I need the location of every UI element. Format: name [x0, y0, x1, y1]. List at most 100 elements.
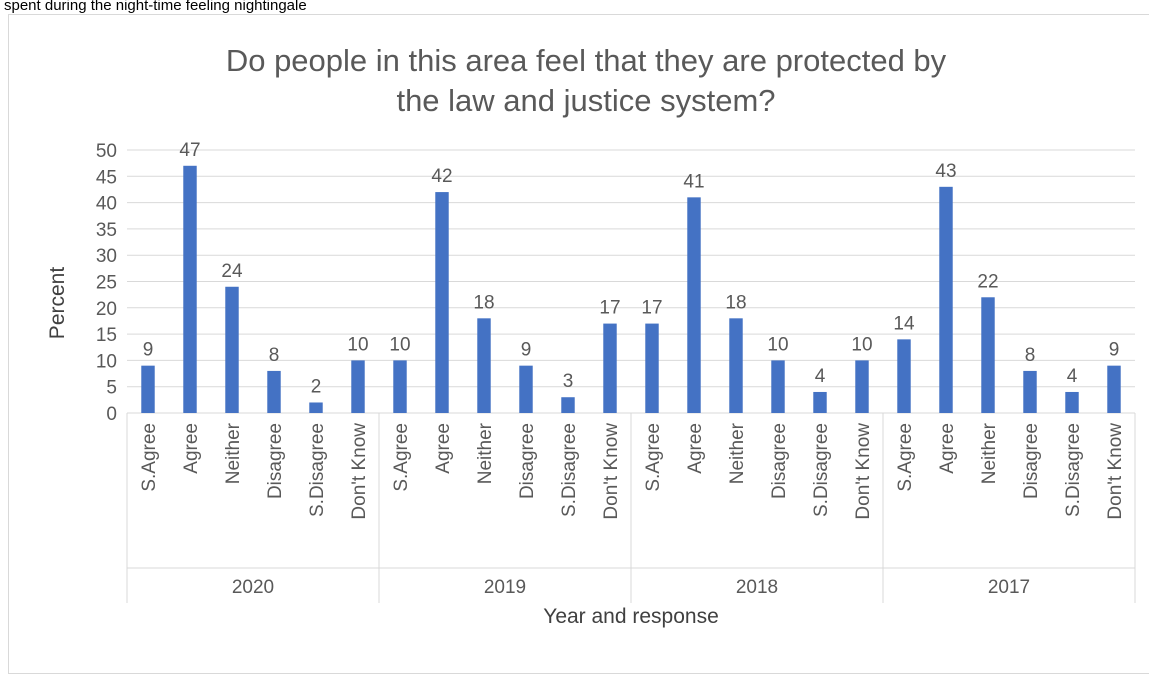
bar-2020-sagree — [141, 365, 155, 413]
data-label: 24 — [221, 261, 243, 282]
data-label: 10 — [347, 334, 368, 355]
bar-2017-disagree — [1023, 370, 1037, 413]
bar-chart: Do people in this area feel that they ar… — [46, 43, 1136, 628]
x-category-label: S.Agree — [895, 423, 916, 492]
bar-2019-sagree — [393, 360, 407, 413]
gridlines — [127, 149, 1135, 414]
bar-2018-agree — [687, 197, 701, 413]
data-labels: 9 47 24 8 2 10 10 42 18 9 3 17 17 41 18 10 4 10 14 43 22 8 4 9 — [143, 140, 1120, 398]
data-label: 4 — [1067, 366, 1078, 387]
y-tick-label: 35 — [96, 220, 117, 241]
x-category-label: Neither — [223, 422, 244, 484]
bar-2020-agree — [183, 165, 197, 413]
y-axis-ticks: 0 5 10 15 20 25 30 35 40 45 50 — [96, 141, 117, 425]
data-label: 4 — [815, 366, 826, 387]
x-category-label: Agree — [181, 423, 202, 474]
y-tick-label: 50 — [96, 141, 117, 162]
y-axis-label: Percent — [46, 267, 69, 340]
x-category-label: Don't Know — [601, 423, 622, 520]
data-label: 10 — [389, 334, 410, 355]
y-tick-label: 40 — [96, 194, 117, 215]
chart-title-line-1: Do people in this area feel that they ar… — [226, 43, 947, 78]
x-category-label: Disagree — [265, 423, 286, 499]
chart-title-line-2: the law and justice system? — [396, 83, 775, 118]
bar-2019-neither — [477, 318, 491, 413]
bar-2017-dontknow — [1107, 365, 1121, 413]
bar-2018-dontknow — [855, 360, 869, 413]
bar-2019-dontknow — [603, 323, 617, 413]
bar-2020-dontknow — [351, 360, 365, 413]
data-label: 2 — [311, 376, 322, 397]
data-label: 10 — [851, 334, 872, 355]
bar-2020-neither — [225, 286, 239, 413]
data-label: 3 — [563, 371, 574, 392]
bar-2019-disagree — [519, 365, 533, 413]
x-category-label: S.Disagree — [811, 423, 832, 517]
x-category-label: Disagree — [769, 423, 790, 499]
y-tick-label: 45 — [96, 167, 117, 188]
x-year-label: 2020 — [232, 577, 274, 598]
bar-2018-neither — [729, 318, 743, 413]
x-category-label: Agree — [433, 423, 454, 474]
x-category-label: Don't Know — [1105, 423, 1126, 520]
x-axis: S.Agree Agree Neither Disagree S.Disagree Don… — [126, 413, 1136, 603]
bar-2019-sdisagree — [561, 397, 575, 413]
x-category-label: Disagree — [1021, 423, 1042, 499]
bars — [141, 165, 1121, 413]
data-label: 41 — [683, 171, 704, 192]
y-tick-label: 15 — [96, 325, 117, 346]
x-category-label: Don't Know — [349, 423, 370, 520]
x-category-label: Neither — [727, 422, 748, 484]
x-category-label: Disagree — [517, 423, 538, 499]
bar-2018-sdisagree — [813, 391, 827, 413]
data-label: 17 — [641, 298, 662, 319]
data-label: 43 — [935, 161, 956, 182]
bar-2017-neither — [981, 297, 995, 413]
data-label: 42 — [431, 166, 452, 187]
x-category-label: Neither — [979, 422, 1000, 484]
data-label: 8 — [269, 345, 280, 366]
x-category-label: S.Disagree — [559, 423, 580, 517]
x-category-label: Agree — [937, 423, 958, 474]
data-label: 8 — [1025, 345, 1036, 366]
chart-title: Do people in this area feel that they ar… — [226, 43, 947, 118]
y-tick-label: 0 — [106, 404, 117, 425]
data-label: 18 — [725, 292, 746, 313]
x-category-label: Agree — [685, 423, 706, 474]
x-category-label: S.Disagree — [307, 423, 328, 517]
data-label: 18 — [473, 292, 494, 313]
bar-2018-disagree — [771, 360, 785, 413]
bar-2017-sdisagree — [1065, 391, 1079, 413]
y-tick-label: 30 — [96, 246, 117, 267]
bar-2020-disagree — [267, 370, 281, 413]
x-category-label: Neither — [475, 422, 496, 484]
x-category-label: Don't Know — [853, 423, 874, 520]
chart-frame: Do people in this area feel that they ar… — [8, 14, 1149, 674]
x-category-label: S.Agree — [139, 423, 160, 492]
bar-2017-agree — [939, 186, 953, 413]
x-axis-label: Year and response — [543, 605, 719, 628]
x-year-label: 2019 — [484, 577, 526, 598]
bar-2017-sagree — [897, 339, 911, 413]
bar-2018-sagree — [645, 323, 659, 413]
top-cropped-text: spent during the night-time feeling nigh… — [4, 0, 307, 14]
data-label: 9 — [1109, 340, 1120, 361]
x-category-label: S.Agree — [643, 423, 664, 492]
data-label: 9 — [143, 340, 154, 361]
data-label: 22 — [977, 271, 998, 292]
y-tick-label: 25 — [96, 273, 117, 294]
data-label: 14 — [893, 313, 915, 334]
y-tick-label: 10 — [96, 351, 117, 372]
y-tick-label: 5 — [106, 378, 117, 399]
x-category-label: S.Disagree — [1063, 423, 1084, 517]
bar-2019-agree — [435, 192, 449, 413]
bar-2020-sdisagree — [309, 402, 323, 413]
x-year-label: 2018 — [736, 577, 778, 598]
data-label: 9 — [521, 340, 532, 361]
x-category-label: S.Agree — [391, 423, 412, 492]
data-label: 17 — [599, 298, 620, 319]
data-label: 10 — [767, 334, 788, 355]
data-label: 47 — [179, 140, 200, 161]
x-year-label: 2017 — [988, 577, 1030, 598]
y-tick-label: 20 — [96, 299, 117, 320]
